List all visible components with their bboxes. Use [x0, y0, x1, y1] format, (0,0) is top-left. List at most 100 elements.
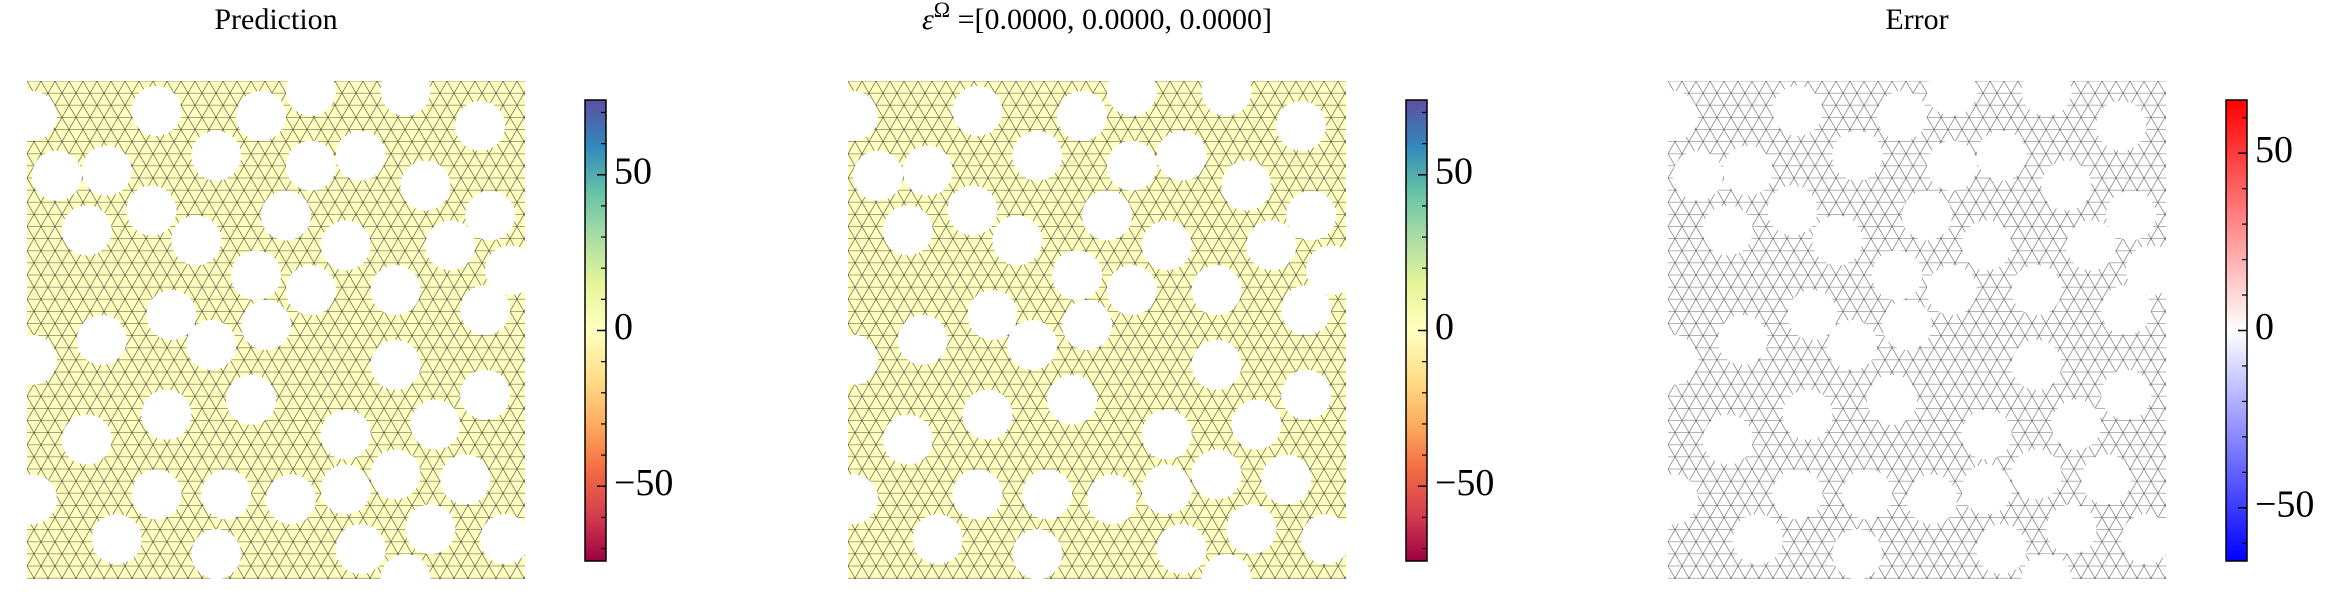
- hole: [1281, 369, 1332, 420]
- hole: [1717, 314, 1768, 365]
- colorbar-tick-label: 50: [614, 150, 652, 192]
- hole: [285, 140, 336, 191]
- hole: [370, 449, 421, 500]
- hole: [1201, 81, 1252, 116]
- hole: [236, 90, 287, 141]
- colorbar-tick-label: 0: [2255, 306, 2274, 348]
- hole: [947, 185, 998, 236]
- hole: [2101, 369, 2152, 420]
- hole: [380, 554, 431, 579]
- hole: [1832, 130, 1883, 181]
- hole: [131, 469, 182, 520]
- hole: [186, 319, 237, 370]
- hole: [1012, 130, 1063, 181]
- hole: [852, 150, 903, 201]
- hole: [1867, 374, 1918, 425]
- hole: [1047, 374, 1098, 425]
- hole: [1086, 474, 1137, 525]
- hole: [1722, 145, 1773, 196]
- hole: [2011, 449, 2062, 500]
- colorbar-tick-label: −50: [2255, 484, 2314, 526]
- hole: [1926, 81, 1977, 116]
- hole: [405, 504, 456, 555]
- hole: [2011, 339, 2062, 390]
- hole: [380, 81, 431, 116]
- hole: [191, 130, 242, 181]
- hole: [992, 215, 1043, 266]
- colorbar-tick-label: 0: [1435, 306, 1454, 348]
- hole: [2081, 454, 2132, 505]
- panel-title: Prediction: [214, 3, 337, 36]
- hole: [1772, 469, 1823, 520]
- hole: [1961, 464, 2012, 515]
- hole: [27, 90, 57, 141]
- hole: [882, 414, 933, 465]
- colorbar-tick-label: 50: [2255, 129, 2293, 171]
- hole: [1191, 449, 1242, 500]
- hole: [1052, 250, 1103, 301]
- hole: [1231, 399, 1282, 450]
- hole: [1201, 554, 1252, 579]
- hole: [31, 150, 82, 201]
- colorbar-tick-label: 0: [614, 306, 633, 348]
- hole: [1772, 85, 1823, 136]
- hole: [1926, 140, 1977, 191]
- panel-title: Error: [1885, 3, 1948, 36]
- hole: [335, 524, 386, 575]
- hole: [1106, 265, 1157, 316]
- hole: [1782, 389, 1833, 440]
- hole: [27, 474, 57, 525]
- hole: [1668, 334, 1698, 385]
- hole: [1812, 215, 1863, 266]
- hole: [1877, 90, 1928, 141]
- hole: [2011, 265, 2062, 316]
- title-symbol: ε: [922, 3, 934, 36]
- hole: [460, 369, 511, 420]
- hole: [231, 250, 282, 301]
- hole: [91, 514, 142, 565]
- mesh: [1668, 81, 2166, 579]
- hole: [1901, 190, 1952, 241]
- hole: [1882, 300, 1933, 351]
- hole: [1872, 250, 1923, 301]
- hole: [335, 130, 386, 181]
- hole: [1668, 474, 1698, 525]
- hole: [2046, 504, 2097, 555]
- hole: [2066, 220, 2117, 271]
- hole: [76, 314, 127, 365]
- hole: [260, 190, 311, 241]
- hole: [285, 81, 336, 116]
- hole: [1961, 220, 2012, 271]
- title-text: =[0.0000, 0.0000, 0.0000]: [950, 3, 1272, 36]
- hole: [848, 474, 878, 525]
- hole: [480, 514, 525, 565]
- hole: [320, 409, 371, 460]
- hole: [1286, 190, 1337, 241]
- hole: [952, 469, 1003, 520]
- hole: [967, 290, 1018, 341]
- hole: [1926, 265, 1977, 316]
- hole: [126, 185, 177, 236]
- hole: [1062, 300, 1113, 351]
- hole: [848, 334, 878, 385]
- hole: [1281, 285, 1332, 336]
- hole: [465, 190, 516, 241]
- hole: [1832, 529, 1883, 579]
- hole: [1012, 529, 1063, 579]
- hole: [61, 414, 112, 465]
- hole: [440, 454, 491, 505]
- hole: [1106, 81, 1157, 116]
- hole: [2121, 514, 2166, 565]
- hole: [1022, 469, 1073, 520]
- hole: [897, 314, 948, 365]
- hole: [226, 374, 277, 425]
- hole: [1787, 290, 1838, 341]
- hole: [952, 85, 1003, 136]
- hole: [1672, 150, 1723, 201]
- hole: [455, 100, 506, 151]
- hole: [61, 205, 112, 256]
- hole: [1081, 190, 1132, 241]
- hole: [1976, 130, 2027, 181]
- hole: [912, 514, 963, 565]
- hole: [320, 220, 371, 271]
